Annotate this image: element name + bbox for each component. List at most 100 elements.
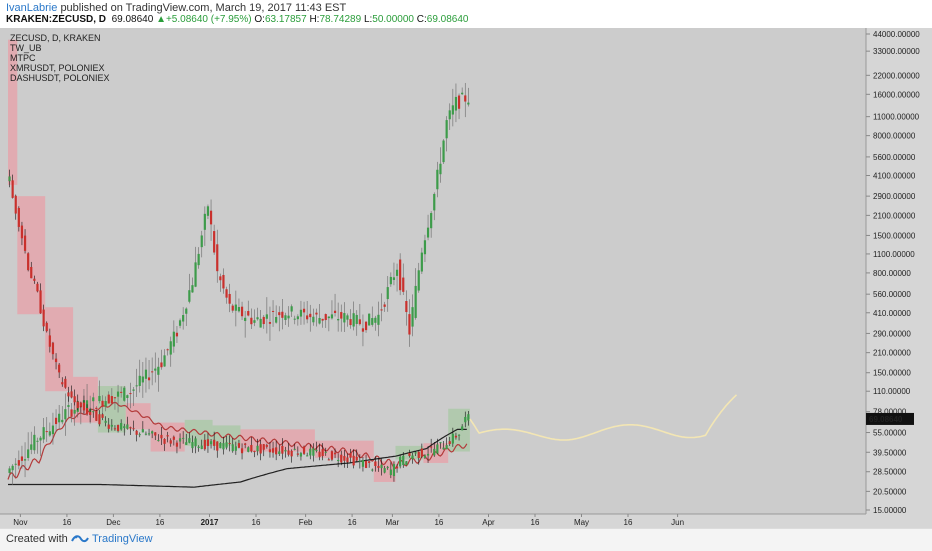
time-tick-label: Jun — [671, 518, 684, 527]
candle-body — [39, 437, 42, 441]
price-tick-label: 1500.00000 — [873, 231, 916, 240]
candle-body — [330, 314, 334, 319]
zec-candle-body — [216, 441, 219, 451]
price-tick-label: 2900.00000 — [873, 192, 916, 201]
candle-body — [27, 449, 30, 458]
zec-candle-body — [213, 439, 216, 446]
candle-body — [457, 95, 461, 109]
author-link[interactable]: IvanLabrie — [6, 2, 58, 14]
zec-candle-body — [271, 448, 275, 453]
candle-body — [349, 319, 352, 326]
candle-body — [138, 375, 141, 386]
price-tick-label: 28.50000 — [873, 468, 907, 477]
price-tick-label: 290.00000 — [873, 329, 911, 338]
price-axis[interactable] — [866, 28, 932, 528]
tradingview-brand-link[interactable]: TradingView — [92, 533, 153, 545]
zec-candle-body — [250, 444, 253, 452]
candle-body — [302, 308, 306, 313]
zec-candle-body — [169, 440, 172, 444]
zec-candle-body — [302, 446, 306, 454]
legend-entry: MTPC — [10, 53, 36, 63]
zec-candle-body — [364, 460, 368, 468]
zec-candle-body — [430, 446, 433, 448]
candle-body — [278, 312, 281, 316]
zec-candle-body — [259, 444, 262, 454]
zec-candle-body — [116, 424, 120, 431]
zec-candle-body — [389, 469, 392, 476]
candle-body — [361, 328, 365, 332]
candle-body — [36, 440, 39, 442]
zec-candle-body — [61, 382, 64, 385]
candle-body — [200, 235, 203, 248]
zec-candle-body — [464, 416, 467, 423]
candle-body — [451, 105, 454, 115]
candle-body — [284, 315, 287, 320]
zec-candle-body — [138, 434, 141, 436]
candle-body — [352, 313, 355, 327]
high-label: H: — [309, 14, 320, 25]
candle-body — [191, 285, 194, 293]
zec-candle-body — [33, 278, 36, 281]
candle-body — [262, 316, 265, 325]
zec-candle-body — [151, 431, 154, 434]
price-value: 69.08640 — [111, 14, 154, 25]
up-arrow-icon: ▲ — [156, 14, 166, 25]
candle-body — [423, 240, 427, 255]
zec-candle-body — [395, 466, 399, 469]
zec-candle-body — [166, 435, 169, 437]
candle-body — [293, 318, 296, 320]
zec-candle-body — [318, 451, 321, 457]
zec-candle-body — [287, 450, 290, 455]
price-tick-label: 5600.00000 — [873, 153, 916, 162]
candle-body — [414, 285, 417, 318]
candle-body — [420, 252, 423, 272]
price-tick-label: 78.00000 — [873, 408, 907, 417]
zec-candle-body — [374, 461, 377, 466]
publish-line: IvanLabrie published on TradingView.com,… — [6, 2, 346, 14]
candle-body — [271, 310, 275, 312]
price-chart[interactable]: 44000.00000 33000.00000 22000.00000 16000.0… — [0, 28, 932, 528]
price-tick-label: 2100.00000 — [873, 211, 916, 220]
candle-body — [386, 287, 389, 300]
zec-candle-body — [120, 423, 123, 430]
chart-area[interactable]: 44000.00000 33000.00000 22000.00000 16000.0… — [0, 28, 932, 528]
candle-body — [439, 163, 442, 175]
candle-body — [194, 262, 197, 287]
zec-candle-body — [17, 207, 20, 227]
zec-candle-body — [129, 427, 132, 429]
candle-body — [101, 400, 104, 407]
zec-candle-body — [433, 448, 436, 456]
legend-entry: XMRUSDT, POLONIEX — [10, 63, 105, 73]
symbol-label: KRAKEN:ZECUSD, D — [6, 14, 106, 25]
price-tick-label: 800.00000 — [873, 269, 911, 278]
zec-candle-body — [244, 443, 247, 445]
time-tick-label: 2017 — [201, 518, 219, 527]
time-tick-label: 16 — [348, 518, 357, 527]
xmr-line — [7, 401, 468, 480]
candle-body — [67, 405, 70, 407]
zec-candle-body — [358, 460, 361, 462]
zec-candle-body — [39, 290, 42, 314]
candle-body — [337, 319, 340, 321]
candle-body — [135, 385, 138, 387]
candle-body — [163, 355, 166, 367]
zec-candle-body — [405, 461, 408, 466]
zec-candle-body — [417, 451, 420, 459]
zec-candle-body — [439, 442, 442, 444]
tradingview-logo-icon — [71, 535, 89, 543]
zec-candle-body — [147, 433, 151, 435]
zec-candle-body — [436, 444, 439, 454]
candle-body — [70, 409, 73, 417]
signal-zone — [240, 429, 315, 452]
zec-candle-body — [194, 438, 197, 447]
zec-candle-body — [58, 364, 61, 373]
price-tick-label: 8000.00000 — [873, 132, 916, 141]
time-axis[interactable] — [0, 514, 932, 528]
candle-body — [380, 309, 383, 311]
candle-body — [14, 463, 17, 465]
candle-body — [333, 310, 337, 314]
candle-body — [392, 277, 396, 280]
zec-candle-body — [340, 454, 343, 463]
candle-body — [290, 306, 293, 312]
candle-body — [383, 304, 386, 307]
